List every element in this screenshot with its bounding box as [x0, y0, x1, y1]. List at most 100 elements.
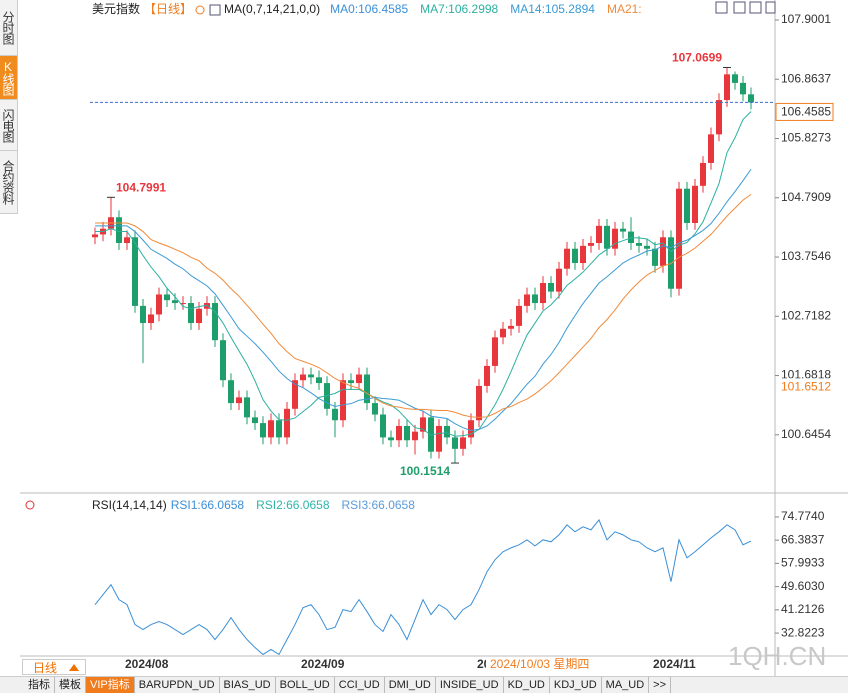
candle-body: [348, 380, 354, 384]
tab[interactable]: INSIDE_UD: [436, 677, 504, 693]
period-button[interactable]: 日线: [22, 659, 86, 675]
candle-body: [628, 231, 634, 243]
tab[interactable]: DMI_UD: [385, 677, 436, 693]
candle-body: [372, 403, 378, 415]
y-tick-label: 101.6818: [781, 368, 831, 382]
crosshair-date-box: [486, 657, 598, 674]
header-text: MA(0,7,14,21,0,0): [224, 2, 320, 16]
x-tick-label: 2024/11: [653, 657, 696, 671]
icon[interactable]: [733, 1, 746, 14]
candle-body: [508, 325, 514, 329]
tab[interactable]: >>: [649, 677, 672, 693]
candle-body: [260, 423, 266, 438]
crosshair-date: 2024/10/03 星期四: [490, 657, 589, 671]
sidebar: 分时图 K线图 闪电图 合约资料: [0, 0, 18, 214]
tab[interactable]: BOLL_UD: [276, 677, 335, 693]
candle-body: [588, 242, 594, 246]
candle-body: [196, 308, 202, 324]
x-tick-label: 2024/08: [125, 657, 169, 671]
sidebar-tab[interactable]: 闪电图: [0, 100, 18, 151]
candle-body: [164, 294, 170, 301]
candle-body: [356, 374, 362, 384]
header-text: MA7:106.2998: [420, 2, 498, 16]
candle-body: [516, 305, 522, 326]
candle-body: [244, 397, 250, 418]
candle-body: [284, 408, 290, 438]
candle-body: [332, 408, 338, 421]
y-tick-label: 74.7740: [781, 509, 825, 523]
candle-body: [684, 188, 690, 223]
ma-line: [95, 111, 752, 437]
header-text: 美元指数: [92, 1, 140, 16]
candle-body: [692, 185, 698, 223]
candle-body: [708, 134, 714, 163]
candle-body: [612, 228, 618, 249]
tab[interactable]: BIAS_UD: [220, 677, 276, 693]
candle-body: [732, 74, 738, 83]
icon[interactable]: [765, 1, 776, 14]
y-tick-label: 57.9933: [781, 556, 825, 570]
tab[interactable]: 模板: [55, 677, 86, 693]
y-tick-label: 102.7182: [781, 308, 831, 322]
candle-body: [556, 268, 562, 292]
tab[interactable]: CCI_UD: [335, 677, 385, 693]
candle-body: [500, 328, 506, 338]
toolbar-icons[interactable]: [715, 1, 776, 14]
tab[interactable]: BARUPDN_UD: [135, 677, 220, 693]
tab[interactable]: MA_UD: [602, 677, 650, 693]
candle-body: [212, 303, 218, 341]
candle-body: [652, 248, 658, 266]
last-price-label: 106.4585: [781, 105, 831, 119]
tab[interactable]: KD_UD: [504, 677, 550, 693]
candle-body: [452, 437, 458, 449]
candle-body: [596, 225, 602, 243]
candle-body: [188, 303, 194, 324]
candle-body: [748, 94, 754, 103]
candle-body: [460, 437, 466, 449]
candle-body: [116, 217, 122, 243]
candle-body: [644, 245, 650, 249]
x-tick-label: 2024/09: [301, 657, 345, 671]
candle-body: [388, 437, 394, 441]
sidebar-tab[interactable]: 合约资料: [0, 151, 18, 214]
icon[interactable]: [715, 1, 728, 14]
extreme-label: 104.7991: [116, 180, 166, 194]
tab[interactable]: KDJ_UD: [550, 677, 602, 693]
candle-body: [484, 365, 490, 386]
period-label: 日线: [33, 660, 58, 675]
candle-body: [620, 228, 626, 232]
header-text: MA21:: [607, 2, 642, 16]
candle-body: [228, 380, 234, 404]
settings-icon[interactable]: [25, 500, 35, 510]
candle-body: [276, 420, 282, 438]
candle-body: [404, 425, 410, 441]
tab-bar: 指标 模板 VIP指标 BARUPDN_UD BIAS_UD BOLL_UD CCI_UD D…: [0, 676, 848, 693]
candle-body: [308, 374, 314, 378]
candle-body: [268, 420, 274, 438]
tab[interactable]: 指标: [24, 677, 55, 693]
ma-line: [95, 168, 752, 432]
sidebar-tab[interactable]: 分时图: [0, 0, 18, 56]
tab[interactable]: VIP指标: [86, 677, 135, 693]
ma-line: [95, 193, 752, 418]
candle-body: [524, 294, 530, 306]
candle-body: [412, 431, 418, 441]
watermark: 1QH.CN: [728, 641, 826, 671]
y-tick-label: 66.3837: [781, 532, 825, 546]
arrow-icon: [69, 663, 80, 671]
candle-body: [580, 245, 586, 264]
y-tick-label: 107.9001: [781, 12, 831, 26]
candle-body: [540, 283, 546, 304]
header-text: 【日线】: [144, 2, 192, 16]
candle-body: [492, 337, 498, 366]
candle-body: [364, 374, 370, 404]
icon[interactable]: [749, 1, 762, 14]
candle-body: [572, 248, 578, 264]
header-text: RSI3:66.0658: [342, 498, 416, 512]
sidebar-tab[interactable]: K线图: [0, 56, 18, 100]
crosshair-price-label: 101.6512: [781, 379, 831, 393]
y-tick-label: 49.6030: [781, 579, 825, 593]
candle-body: [660, 237, 666, 266]
